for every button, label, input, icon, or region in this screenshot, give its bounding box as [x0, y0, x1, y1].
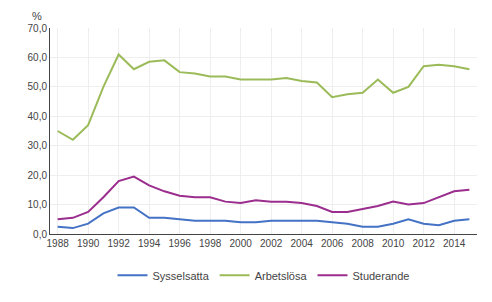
svg-text:2006: 2006 [321, 238, 344, 249]
svg-text:Studerande: Studerande [352, 270, 409, 282]
svg-text:2014: 2014 [443, 238, 466, 249]
svg-text:Arbetslösa: Arbetslösa [255, 270, 308, 282]
svg-text:Sysselsatta: Sysselsatta [153, 270, 210, 282]
svg-text:1996: 1996 [169, 238, 192, 249]
svg-text:1988: 1988 [47, 238, 70, 249]
svg-text:2012: 2012 [413, 238, 436, 249]
svg-text:40,0: 40,0 [28, 111, 48, 122]
svg-text:30,0: 30,0 [28, 140, 48, 151]
svg-text:2004: 2004 [291, 238, 314, 249]
svg-text:1994: 1994 [138, 238, 161, 249]
svg-text:2002: 2002 [260, 238, 283, 249]
svg-text:20,0: 20,0 [28, 170, 48, 181]
svg-text:2010: 2010 [382, 238, 405, 249]
svg-text:1992: 1992 [108, 238, 131, 249]
svg-text:60,0: 60,0 [28, 52, 48, 63]
svg-text:10,0: 10,0 [28, 199, 48, 210]
svg-text:2008: 2008 [352, 238, 375, 249]
svg-text:1998: 1998 [199, 238, 222, 249]
svg-text:%: % [32, 10, 42, 22]
svg-text:50,0: 50,0 [28, 81, 48, 92]
svg-text:70,0: 70,0 [28, 23, 48, 34]
svg-text:1990: 1990 [77, 238, 100, 249]
svg-text:2000: 2000 [230, 238, 253, 249]
svg-text:0,0: 0,0 [33, 229, 47, 240]
